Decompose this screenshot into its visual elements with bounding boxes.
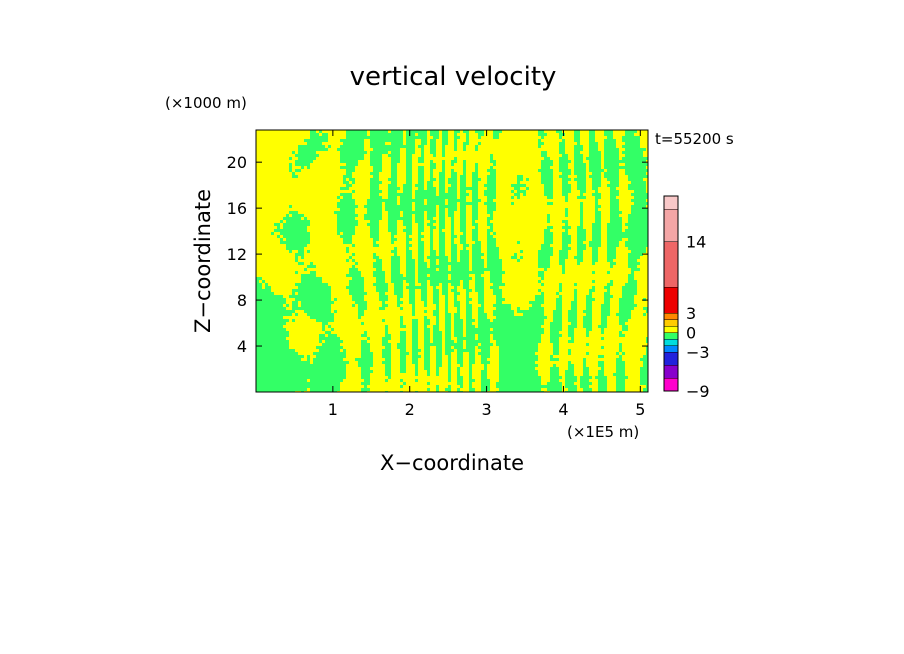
colorbar-segment: [664, 339, 678, 346]
colorbar: 14 30−3 −9: [663, 195, 710, 401]
colorbar-tick-label: −9: [686, 382, 710, 401]
x-tick-label: 1: [328, 400, 338, 419]
y-unit-label: (×1000 m): [165, 94, 247, 112]
time-label: t=55200 s: [655, 130, 734, 148]
colorbar-tick-label: −3: [686, 343, 710, 362]
y-tick-label: 20: [227, 153, 247, 172]
colorbar-segment: [664, 287, 678, 313]
colorbar-segment: [664, 209, 678, 242]
colorbar-tick-label: 14: [686, 233, 706, 252]
colorbar-segment: [664, 196, 678, 209]
y-axis: 4 8 12 16 20: [227, 153, 648, 356]
colorbar-segment: [664, 332, 678, 339]
colorbar-tick-label: 0: [686, 324, 696, 343]
colorbar-segment: [664, 352, 678, 365]
colorbar-segment: [664, 319, 678, 326]
colorbar-segment: [664, 345, 678, 352]
colorbar-segment: [664, 365, 678, 378]
x-tick-label: 4: [558, 400, 568, 419]
x-tick-label: 5: [635, 400, 645, 419]
x-axis-label: X−coordinate: [380, 451, 524, 475]
contour-field: [256, 130, 648, 392]
y-axis-label: Z−coordinate: [191, 189, 215, 333]
x-axis: 1 2 3 4 5: [328, 130, 645, 419]
colorbar-segment: [664, 241, 678, 287]
colorbar-segment: [664, 378, 678, 391]
positive-velocity-region: [256, 130, 648, 392]
x-tick-label: 3: [481, 400, 491, 419]
x-unit-label: (×1E5 m): [567, 423, 639, 441]
y-tick-label: 12: [227, 245, 247, 264]
y-tick-label: 4: [237, 337, 247, 356]
y-tick-label: 8: [237, 291, 247, 310]
x-tick-label: 2: [405, 400, 415, 419]
chart-title: vertical velocity: [350, 62, 557, 92]
colorbar-frame: [663, 195, 679, 392]
colorbar-segment: [664, 313, 678, 320]
colorbar-tick-label: 3: [686, 304, 696, 323]
colorbar-segment: [664, 326, 678, 333]
y-tick-label: 16: [227, 199, 247, 218]
plot-frame: [255, 129, 649, 393]
